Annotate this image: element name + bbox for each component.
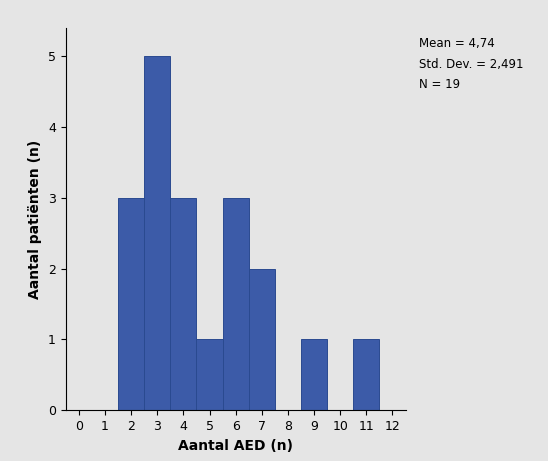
Text: Mean = 4,74: Mean = 4,74 bbox=[419, 37, 495, 50]
Bar bbox=[170, 198, 196, 410]
Bar bbox=[353, 339, 379, 410]
Text: Std. Dev. = 2,491: Std. Dev. = 2,491 bbox=[419, 58, 524, 71]
Bar bbox=[196, 339, 222, 410]
Y-axis label: Aantal patiënten (n): Aantal patiënten (n) bbox=[28, 139, 43, 299]
Text: N = 19: N = 19 bbox=[419, 78, 460, 91]
X-axis label: Aantal AED (n): Aantal AED (n) bbox=[178, 438, 293, 453]
Bar bbox=[144, 56, 170, 410]
Bar bbox=[249, 269, 275, 410]
Bar bbox=[118, 198, 144, 410]
Bar bbox=[301, 339, 327, 410]
Bar bbox=[222, 198, 249, 410]
